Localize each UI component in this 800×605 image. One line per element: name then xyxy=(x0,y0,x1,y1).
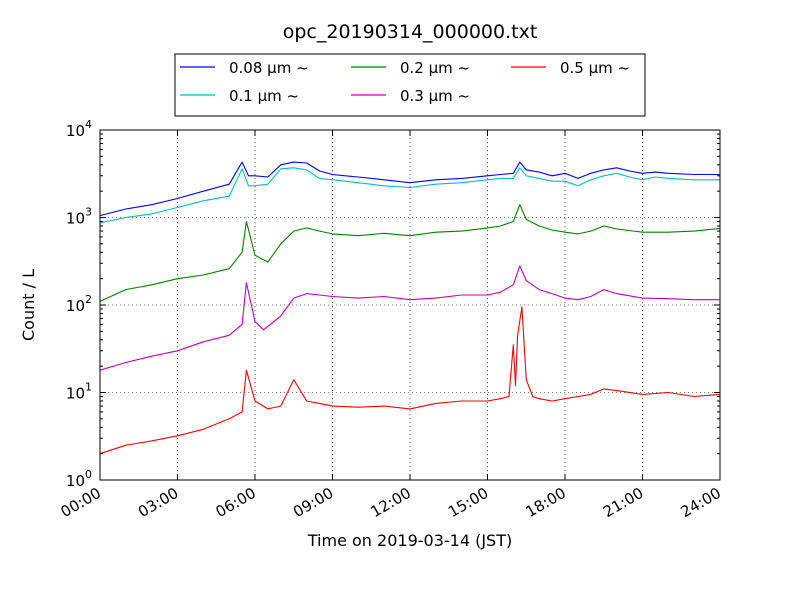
x-axis-label: Time on 2019-03-14 (JST) xyxy=(307,531,512,550)
x-tick-label: 03:00 xyxy=(135,484,181,521)
x-tick-label: 21:00 xyxy=(600,484,646,521)
legend-label: 0.2 μm ~ xyxy=(400,59,470,77)
legend-box xyxy=(174,53,646,117)
x-tick-label: 09:00 xyxy=(290,484,336,521)
x-tick-label: 06:00 xyxy=(213,484,259,521)
series-line-0 xyxy=(99,161,720,217)
x-tick-label: 18:00 xyxy=(523,484,569,521)
y-tick-label: 103 xyxy=(66,206,92,228)
series-line-4 xyxy=(99,306,721,455)
series-line-1 xyxy=(99,167,720,224)
y-tick-label: 101 xyxy=(66,381,92,403)
y-tick-label: 100 xyxy=(66,468,92,490)
tick-marks xyxy=(99,129,721,481)
x-tick-label: 12:00 xyxy=(368,484,414,521)
x-tick-labels: 00:00 03:00 06:00 09:00 12:00 15:00 18:00 21:00… xyxy=(58,484,724,521)
legend-label: 0.5 μm ~ xyxy=(560,59,630,77)
legend-label: 0.08 μm ~ xyxy=(229,59,309,77)
legend-label: 0.1 μm ~ xyxy=(229,87,299,105)
y-tick-label: 102 xyxy=(66,293,92,315)
x-tick-label: 15:00 xyxy=(445,484,491,521)
x-tick-label: 24:00 xyxy=(678,484,724,521)
legend-label: 0.3 μm ~ xyxy=(400,87,470,105)
series-line-2 xyxy=(99,204,721,302)
chart-title: opc_20190314_000000.txt xyxy=(283,21,538,43)
y-tick-label: 104 xyxy=(66,118,92,140)
y-tick-labels: 100 101 102 103 104 xyxy=(66,118,92,490)
y-axis-label: Count / L xyxy=(19,269,38,341)
series-line-3 xyxy=(99,265,720,371)
series-layer xyxy=(99,161,721,455)
legend: 0.08 μm ~ 0.1 μm ~ 0.2 μm ~ 0.3 μm ~ 0.5 μm … xyxy=(174,53,646,117)
